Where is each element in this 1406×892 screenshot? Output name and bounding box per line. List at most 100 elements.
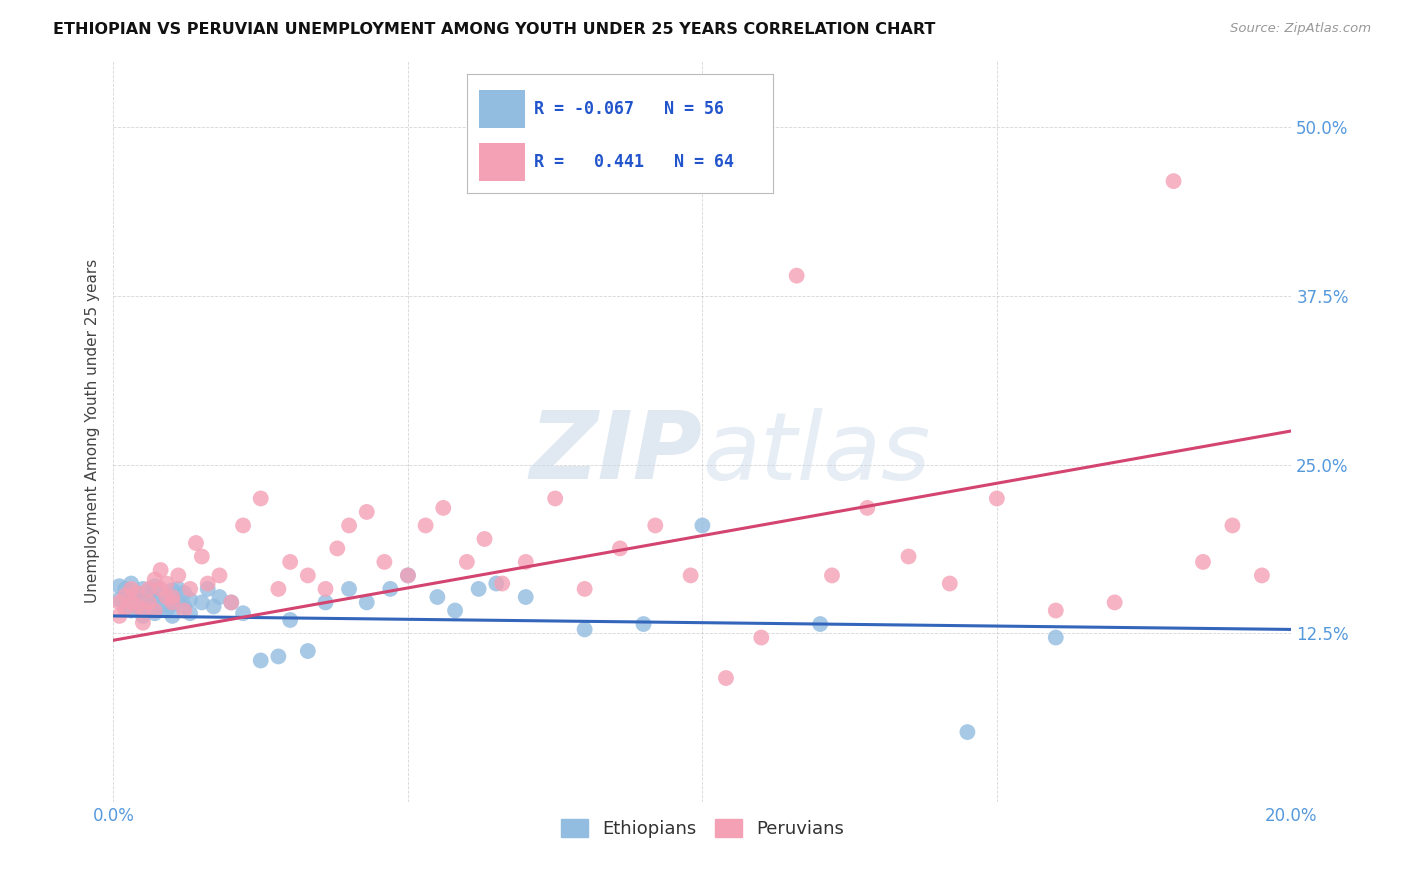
Point — [356, 505, 378, 519]
Point — [120, 576, 142, 591]
Point — [162, 597, 184, 611]
Point — [267, 649, 290, 664]
Point — [120, 603, 142, 617]
Point — [396, 568, 419, 582]
Text: ZIP: ZIP — [530, 408, 703, 500]
Point — [179, 582, 201, 596]
Text: ETHIOPIAN VS PERUVIAN UNEMPLOYMENT AMONG YOUTH UNDER 25 YEARS CORRELATION CHART: ETHIOPIAN VS PERUVIAN UNEMPLOYMENT AMONG… — [53, 22, 936, 37]
Point — [162, 595, 184, 609]
Point — [432, 500, 454, 515]
Point — [167, 568, 190, 582]
Point — [692, 518, 714, 533]
Point — [125, 586, 148, 600]
Point — [467, 582, 489, 596]
Point — [939, 576, 962, 591]
Point — [633, 617, 655, 632]
Point — [143, 603, 166, 617]
Point — [356, 595, 378, 609]
Point — [114, 589, 136, 603]
Point — [114, 582, 136, 596]
Point — [138, 582, 160, 596]
Point — [149, 563, 172, 577]
Point — [278, 613, 301, 627]
Point — [456, 555, 478, 569]
Point — [162, 583, 184, 598]
Point — [132, 615, 155, 630]
Point — [956, 725, 979, 739]
Point — [679, 568, 702, 582]
Point — [125, 599, 148, 614]
Point — [197, 576, 219, 591]
Point — [167, 595, 190, 609]
Point — [786, 268, 808, 283]
Point — [179, 606, 201, 620]
Point — [191, 549, 214, 564]
Point — [986, 491, 1008, 506]
Point — [173, 599, 195, 614]
Point — [1251, 568, 1274, 582]
Point — [714, 671, 737, 685]
Point — [173, 603, 195, 617]
Point — [373, 555, 395, 569]
Point — [1192, 555, 1215, 569]
Point — [485, 576, 508, 591]
Point — [326, 541, 349, 556]
Point — [179, 592, 201, 607]
Point — [232, 518, 254, 533]
Point — [125, 586, 148, 600]
Point — [114, 602, 136, 616]
Point — [574, 582, 596, 596]
Point — [515, 555, 537, 569]
Point — [197, 582, 219, 596]
Point — [132, 582, 155, 596]
Point — [232, 606, 254, 620]
Point — [143, 606, 166, 620]
Point — [337, 518, 360, 533]
Point — [108, 579, 131, 593]
Point — [155, 603, 177, 617]
Point — [149, 582, 172, 596]
Point — [162, 590, 184, 604]
Point — [821, 568, 844, 582]
Point — [132, 595, 155, 609]
Text: atlas: atlas — [703, 408, 931, 499]
Point — [644, 518, 666, 533]
Point — [544, 491, 567, 506]
Point — [138, 595, 160, 609]
Point — [155, 576, 177, 591]
Point — [155, 590, 177, 604]
Point — [749, 631, 772, 645]
Text: Source: ZipAtlas.com: Source: ZipAtlas.com — [1230, 22, 1371, 36]
Point — [120, 590, 142, 604]
Point — [167, 582, 190, 596]
Point — [426, 590, 449, 604]
Point — [396, 568, 419, 582]
Point — [120, 582, 142, 596]
Point — [162, 609, 184, 624]
Point — [132, 602, 155, 616]
Point — [474, 532, 496, 546]
Point — [138, 589, 160, 603]
Point — [249, 491, 271, 506]
Point — [149, 586, 172, 600]
Point — [138, 602, 160, 616]
Point — [208, 568, 231, 582]
Point — [444, 603, 467, 617]
Point — [1045, 603, 1067, 617]
Point — [191, 595, 214, 609]
Point — [125, 599, 148, 614]
Point — [297, 644, 319, 658]
Point — [143, 573, 166, 587]
Point — [267, 582, 290, 596]
Point — [108, 609, 131, 624]
Point — [337, 582, 360, 596]
Point — [1222, 518, 1244, 533]
Point — [491, 576, 513, 591]
Point — [219, 595, 242, 609]
Legend: Ethiopians, Peruvians: Ethiopians, Peruvians — [554, 812, 851, 846]
Point — [856, 500, 879, 515]
Point — [380, 582, 402, 596]
Point — [315, 582, 337, 596]
Point — [1045, 631, 1067, 645]
Point — [143, 592, 166, 607]
